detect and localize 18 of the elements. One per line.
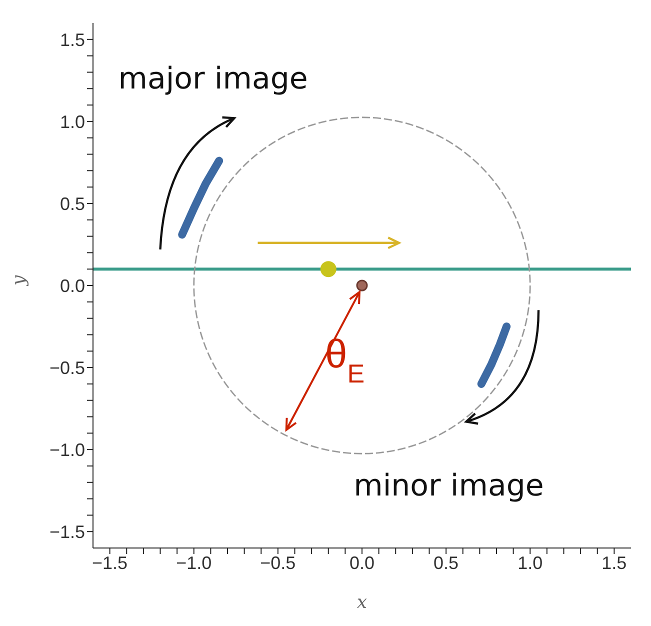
y-tick-label: −1.5	[49, 522, 85, 542]
y-tick-label: −1.0	[49, 440, 85, 460]
x-tick-label: 1.5	[602, 552, 627, 573]
x-tick-label: 0.0	[349, 552, 375, 573]
annotation: major image	[118, 62, 308, 97]
x-tick-label: −1.0	[176, 552, 212, 573]
y-tick-label: 0.0	[60, 276, 85, 296]
y-axis-title: y	[8, 274, 30, 286]
annotation: minor image	[354, 468, 544, 504]
y-tick-label: 1.0	[60, 112, 85, 132]
y-tick-label: 0.5	[60, 194, 85, 214]
y-tick-label: −0.5	[49, 358, 85, 378]
x-tick-label: −1.5	[92, 552, 128, 573]
y-tick-label: 1.5	[60, 30, 85, 50]
x-tick-label: −0.5	[260, 552, 296, 573]
x-tick-label: 0.5	[434, 552, 459, 573]
x-tick-label: 1.0	[518, 552, 543, 573]
x-axis-title: x	[356, 592, 368, 613]
